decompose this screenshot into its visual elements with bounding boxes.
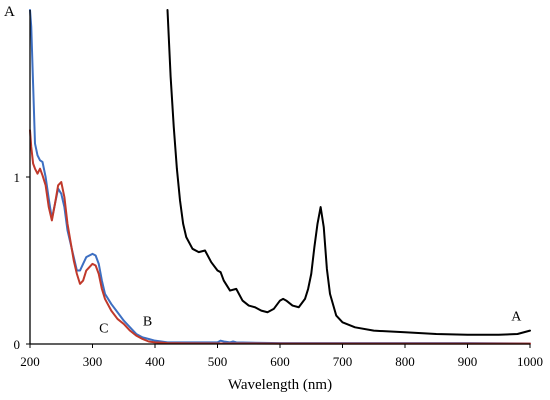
x-tick-label: 300 bbox=[83, 354, 103, 369]
labels-layer: Wavelength (nm) A bbox=[4, 4, 332, 393]
x-tick-label: 200 bbox=[20, 354, 40, 369]
series-line-c bbox=[29, 129, 531, 345]
x-tick-label: 1000 bbox=[517, 354, 543, 369]
x-tick-label: 900 bbox=[458, 354, 478, 369]
series-line-a bbox=[166, 9, 531, 336]
x-tick-label: 700 bbox=[333, 354, 353, 369]
annotation-label-b: B bbox=[143, 315, 152, 330]
x-axis-title: Wavelength (nm) bbox=[228, 377, 332, 393]
y-axis-title: A bbox=[4, 4, 15, 20]
y-tick-label: 1 bbox=[14, 170, 21, 185]
series-line-b bbox=[29, 9, 531, 345]
series-layer bbox=[29, 9, 531, 345]
x-tick-label: 600 bbox=[270, 354, 290, 369]
annotation-layer: A B C bbox=[99, 310, 522, 337]
x-tick-label: 400 bbox=[145, 354, 165, 369]
annotation-label-a: A bbox=[511, 310, 522, 325]
ticks-layer: 200 300 400 500 600 700 800 900 1000 0 1 bbox=[14, 170, 544, 369]
x-tick-label: 500 bbox=[208, 354, 228, 369]
y-tick-label: 0 bbox=[14, 337, 21, 352]
x-tick-label: 800 bbox=[395, 354, 415, 369]
annotation-label-c: C bbox=[99, 321, 108, 336]
